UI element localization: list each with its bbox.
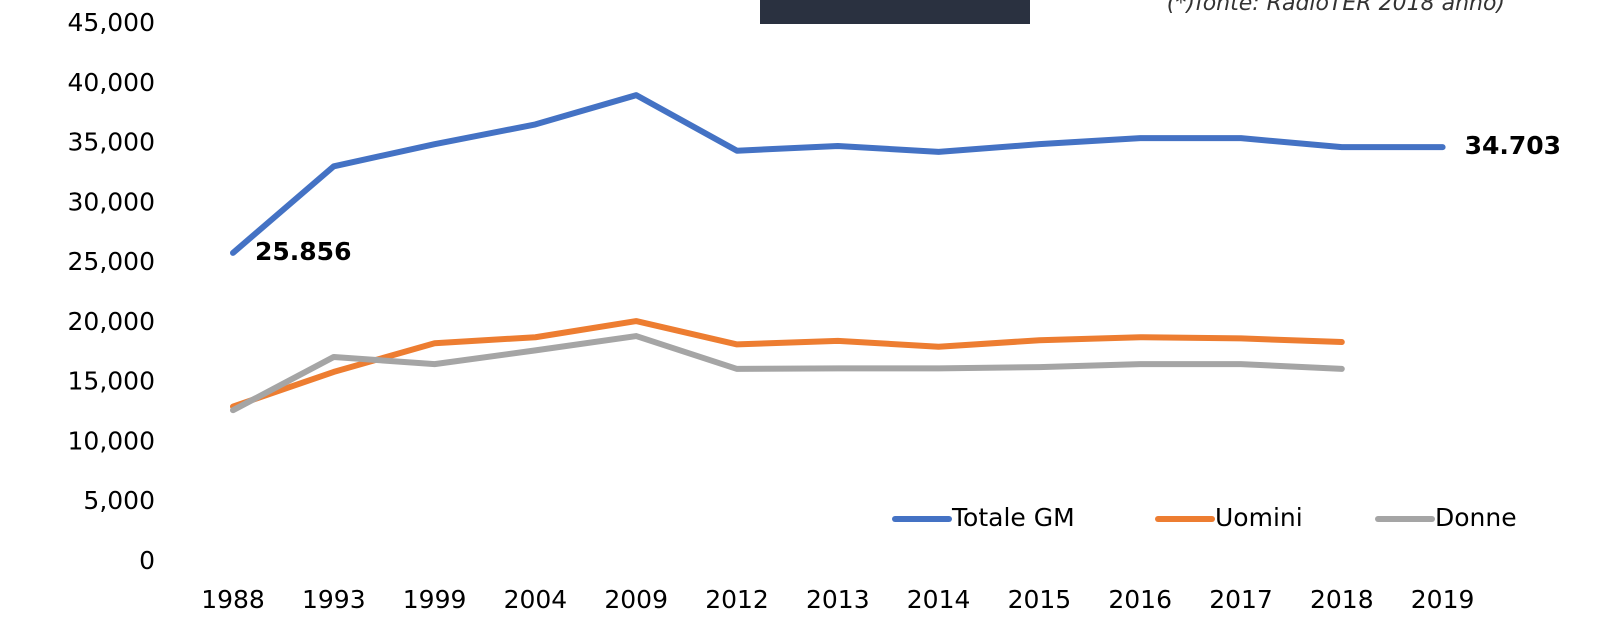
data-label: 25.856: [255, 237, 351, 266]
x-tick-label: 2004: [504, 585, 568, 614]
legend-label: Donne: [1435, 503, 1517, 532]
y-tick-label: 45,000: [68, 8, 155, 37]
photo: [760, 0, 1030, 24]
x-tick-label: 2016: [1108, 585, 1172, 614]
y-tick-label: 25,000: [68, 247, 155, 276]
series-line: [230, 92, 1446, 256]
x-tick-label: 2018: [1310, 585, 1374, 614]
x-tick-label: 1999: [403, 585, 467, 614]
x-tick-label: 2013: [806, 585, 870, 614]
x-tick-label: 2019: [1411, 585, 1475, 614]
y-tick-label: 5,000: [83, 486, 155, 515]
x-tick-label: 2015: [1008, 585, 1072, 614]
x-tick-label: 2014: [907, 585, 971, 614]
source-note: (*)fonte: RadioTER 2018 anno): [1167, 0, 1505, 16]
legend-label: Totale GM: [951, 503, 1075, 532]
data-label: 34.703: [1465, 131, 1561, 160]
x-tick-label: 2017: [1209, 585, 1273, 614]
x-tick-label: 1993: [302, 585, 366, 614]
y-tick-label: 40,000: [68, 68, 155, 97]
y-tick-label: 0: [139, 546, 155, 575]
series-line: [230, 318, 1345, 410]
series-line: [230, 333, 1345, 414]
x-tick-label: 2009: [604, 585, 668, 614]
y-tick-label: 15,000: [68, 367, 155, 396]
y-tick-label: 10,000: [68, 426, 155, 455]
x-tick-label: 1988: [201, 585, 265, 614]
legend-label: Uomini: [1215, 503, 1303, 532]
y-tick-label: 20,000: [68, 307, 155, 336]
y-tick-label: 30,000: [68, 187, 155, 216]
x-tick-label: 2012: [705, 585, 769, 614]
y-tick-label: 35,000: [68, 128, 155, 157]
